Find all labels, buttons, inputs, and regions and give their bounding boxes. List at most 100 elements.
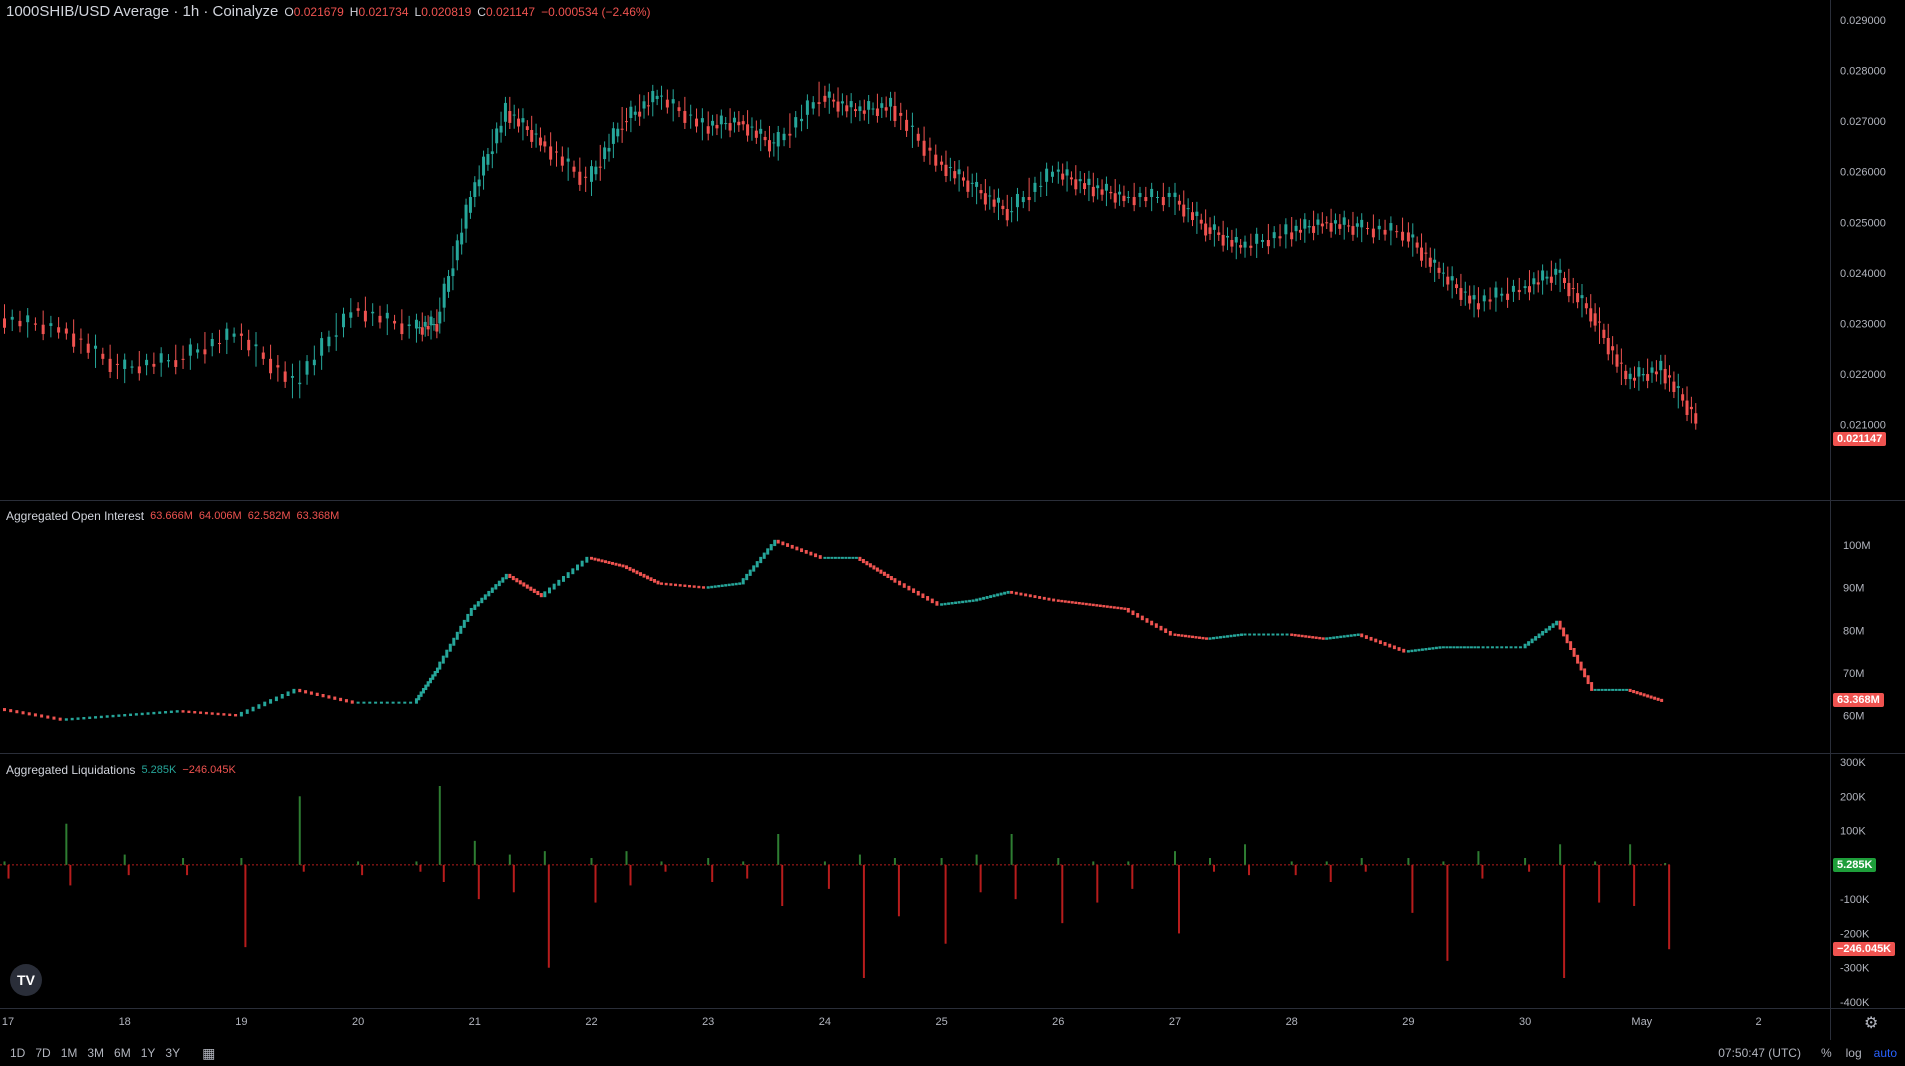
candle-body: [534, 133, 538, 135]
liq-title: Aggregated Liquidations: [6, 763, 136, 777]
oi-candle: [882, 571, 886, 576]
candle-body: [320, 338, 324, 356]
oi-chart[interactable]: 100M 90M 80M 70M 60M: [0, 501, 1905, 753]
oi-value-1: 63.666M: [150, 510, 193, 522]
price-chart[interactable]: 0.029000 0.028000 0.027000 0.026000 0.025000…: [0, 0, 1905, 500]
liq-long-bar: [893, 858, 896, 865]
candle-body: [174, 360, 178, 367]
candle-body: [1069, 177, 1073, 180]
range-3m[interactable]: 3M: [87, 1046, 105, 1060]
oi-candle: [1123, 607, 1127, 610]
oi-pane[interactable]: 100M 90M 80M 70M 60M Aggregated Open Interes…: [0, 501, 1905, 753]
candle-body: [772, 142, 776, 144]
date-range-calendar-icon[interactable]: ▦: [202, 1044, 216, 1061]
candle-body: [1541, 270, 1545, 281]
candle-body: [979, 190, 983, 194]
candle-body: [867, 101, 871, 110]
liq-short-bar: [512, 864, 515, 893]
oi-candle: [1119, 607, 1123, 610]
candle-body: [283, 371, 287, 382]
ohlc-change: −0.000534 (−2.46%): [541, 4, 651, 19]
oi-candle: [781, 541, 785, 546]
candle-body: [1433, 259, 1437, 263]
liq-short-bar: [1668, 864, 1671, 950]
oi-candle: [362, 701, 366, 704]
tradingview-logo[interactable]: TV: [10, 964, 42, 996]
candle-body: [1351, 226, 1355, 235]
candle-body: [922, 140, 926, 156]
liq-long-bar: [940, 858, 943, 865]
oi-title: Aggregated Open Interest: [6, 509, 145, 523]
liq-long-bar: [357, 861, 360, 865]
candle-body: [1132, 197, 1136, 206]
range-3y[interactable]: 3Y: [165, 1046, 181, 1060]
liq-chart[interactable]: 300K 200K 100K -100K -200K -300K -400K: [0, 754, 1905, 1008]
oi-candle: [181, 710, 185, 713]
candle-body: [312, 359, 316, 366]
liq-short-bar: [186, 864, 189, 876]
range-6m[interactable]: 6M: [114, 1046, 131, 1060]
oi-candle: [1297, 634, 1301, 637]
liq-short-bar: [1364, 864, 1367, 872]
oi-candle: [989, 595, 993, 599]
range-1y[interactable]: 1Y: [140, 1046, 156, 1060]
candle-body: [1050, 171, 1054, 177]
candle-body: [2, 318, 6, 328]
oi-candle: [706, 586, 710, 589]
settings-gear-icon[interactable]: ⚙: [1864, 1015, 1879, 1032]
oi-candle: [1112, 606, 1116, 609]
oi-candle: [473, 604, 477, 610]
symbol-title: 1000SHIB/USD Average · 1h · Coinalyze: [6, 3, 279, 20]
oi-candle: [210, 712, 214, 715]
range-1d[interactable]: 1D: [10, 1046, 26, 1060]
price-pane[interactable]: 0.029000 0.028000 0.027000 0.026000 0.025000…: [0, 0, 1905, 500]
candle-body: [1255, 233, 1259, 244]
percent-toggle[interactable]: %: [1820, 1046, 1832, 1060]
candle-body: [33, 323, 37, 325]
candle-body: [1676, 386, 1680, 388]
liq-long-bar: [543, 851, 546, 865]
oi-candle: [216, 712, 220, 716]
candle-body: [1517, 289, 1521, 293]
liq-long-bar: [707, 858, 710, 865]
oi-candle: [494, 584, 498, 590]
candle-body: [426, 325, 430, 330]
oi-candle: [916, 590, 920, 596]
oi-candle: [309, 691, 313, 695]
oi-candle: [421, 688, 425, 694]
candle-body: [800, 118, 804, 122]
oi-candle: [504, 573, 508, 580]
candle-body: [1371, 228, 1375, 238]
pane-divider-2[interactable]: [0, 753, 1905, 754]
oi-candle: [653, 579, 657, 583]
liq-pane[interactable]: 300K 200K 100K -100K -200K -300K -400K Aggrega…: [0, 754, 1905, 1008]
candle-body: [695, 118, 699, 127]
oi-candle: [628, 567, 632, 571]
oi-candle: [1356, 633, 1360, 636]
candle-body: [451, 268, 455, 277]
candle-body: [72, 333, 76, 347]
candle-body: [261, 352, 265, 359]
oi-candle: [1180, 634, 1184, 637]
oi-candle: [996, 593, 1000, 597]
candle-body: [1488, 299, 1492, 302]
oi-candle: [1518, 646, 1522, 649]
utc-clock[interactable]: 07:50:47 (UTC): [1718, 1046, 1801, 1060]
range-1m[interactable]: 1M: [60, 1046, 78, 1060]
candle-body: [188, 344, 192, 356]
candle-body: [1167, 192, 1171, 198]
candle-body: [889, 97, 893, 107]
oi-candle: [1311, 636, 1315, 639]
auto-toggle[interactable]: auto: [1873, 1046, 1897, 1060]
oi-candle: [1240, 633, 1244, 636]
candle-body: [407, 324, 411, 326]
oi-candle: [776, 539, 780, 544]
oi-candle: [1328, 636, 1332, 640]
time-axis[interactable]: 17 18 19 20 21 22 23 24 25 26 27 28 29 30 May 2: [0, 1008, 1905, 1040]
liq-short-bar: [1096, 864, 1099, 903]
oi-candle: [379, 701, 383, 704]
range-7d[interactable]: 7D: [35, 1046, 51, 1060]
liq-short-bar: [594, 864, 597, 903]
pane-divider-1[interactable]: [0, 500, 1905, 501]
log-toggle[interactable]: log: [1845, 1046, 1862, 1060]
